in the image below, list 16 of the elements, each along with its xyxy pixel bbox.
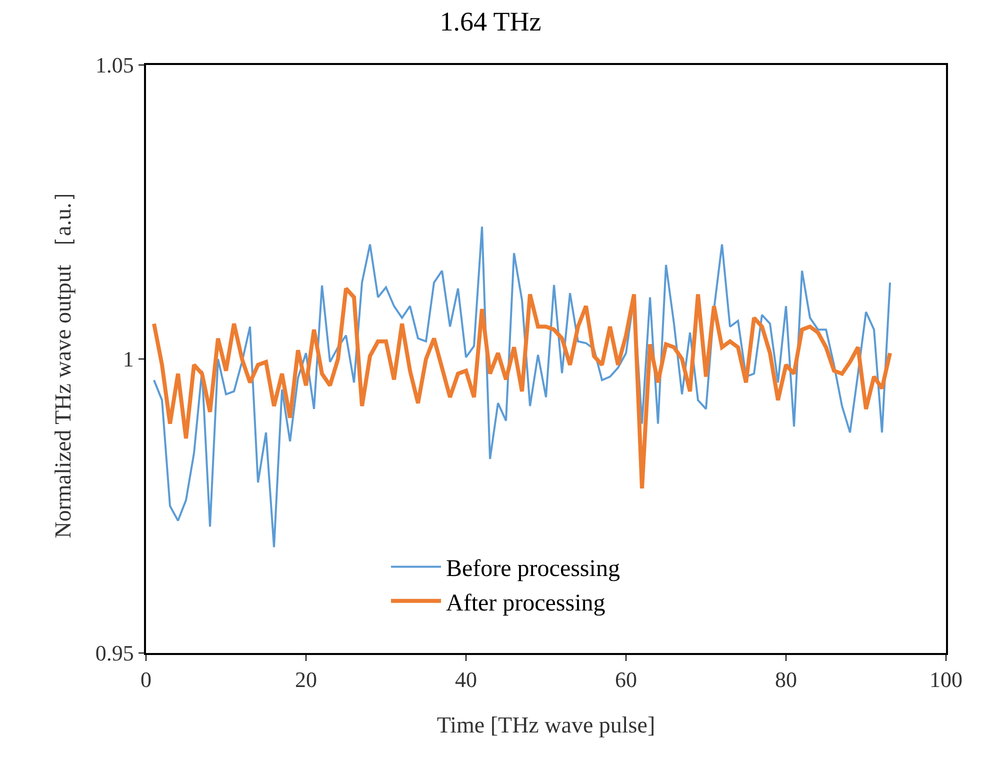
x-tick-label: 40 (455, 667, 477, 692)
x-tick-label: 60 (615, 667, 637, 692)
line-series (152, 286, 892, 490)
x-tick-label: 100 (930, 667, 962, 692)
y-tick-label: 0.95 (95, 640, 134, 666)
legend-label: Before processing (446, 556, 620, 582)
y-axis-title: Normalized THz wave output ［a.u.］ (50, 180, 76, 538)
x-tick-label: 80 (775, 667, 797, 692)
x-tick-label: 0 (140, 667, 152, 692)
chart-title: 1.64 THz (440, 6, 542, 36)
y-tick-label: 1 (122, 346, 134, 372)
x-tick-label: 20 (295, 667, 317, 692)
legend-label: After processing (446, 590, 606, 616)
line-series (153, 226, 891, 548)
x-axis-title: Time [THz wave pulse] (436, 712, 656, 738)
y-tick-label: 1.05 (95, 52, 134, 78)
